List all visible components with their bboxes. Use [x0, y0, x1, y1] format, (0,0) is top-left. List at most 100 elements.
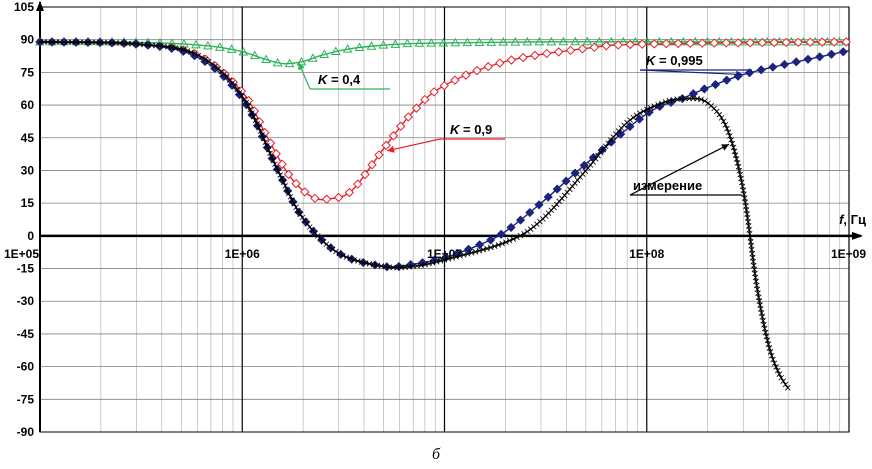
data-point — [252, 117, 259, 124]
x-tick-label: 1E+08 — [629, 247, 664, 261]
data-point — [85, 39, 91, 46]
data-point — [745, 37, 755, 48]
y-tick-label: -15 — [17, 262, 35, 276]
data-point — [65, 39, 71, 45]
data-point — [381, 140, 391, 151]
data-point — [649, 39, 659, 49]
data-point — [770, 356, 776, 363]
data-point — [600, 146, 606, 153]
x-axis-label: f, Гц — [839, 212, 866, 227]
data-point — [426, 38, 437, 47]
data-point — [284, 186, 290, 193]
data-point — [577, 44, 588, 54]
data-point — [202, 56, 209, 63]
data-point — [542, 48, 552, 59]
data-point — [321, 194, 332, 204]
data-point — [744, 68, 755, 78]
data-point — [329, 246, 336, 253]
data-point — [724, 125, 730, 132]
data-point — [199, 54, 205, 61]
data-point — [697, 38, 707, 48]
data-point — [234, 86, 241, 93]
data-point — [403, 112, 414, 122]
data-point — [326, 244, 333, 250]
phase-response-chart: 105 90 75 60 45 30 15 0 -15 -30 -45 -60 -75 -90 1E+05 1… — [4, 0, 866, 439]
data-point — [347, 255, 354, 262]
data-point — [297, 211, 303, 217]
data-point — [214, 42, 225, 51]
data-point — [472, 65, 482, 76]
series-label-text: K = 0,9 — [450, 122, 492, 137]
data-point — [625, 121, 635, 132]
data-point — [488, 244, 494, 251]
data-point — [282, 183, 289, 189]
data-point — [720, 118, 727, 125]
data-point — [525, 207, 535, 218]
data-point — [841, 37, 851, 47]
data-point — [227, 80, 237, 90]
data-point — [184, 48, 191, 54]
data-point — [769, 37, 779, 48]
data-point — [698, 96, 704, 103]
data-point — [307, 53, 318, 62]
data-point — [402, 38, 413, 48]
data-point — [838, 47, 848, 57]
data-point — [483, 61, 494, 72]
data-point — [480, 246, 486, 253]
data-point — [602, 143, 609, 150]
data-point — [592, 156, 599, 162]
data-point — [826, 49, 837, 59]
data-point — [633, 112, 640, 119]
series-label-text: K = 0,4 — [318, 72, 361, 87]
data-point — [395, 121, 406, 131]
data-point — [768, 352, 775, 359]
data-point — [272, 161, 278, 168]
data-point — [484, 245, 490, 252]
data-point — [662, 99, 669, 105]
data-point — [279, 175, 285, 182]
data-point — [518, 52, 528, 63]
series-label-2: K = 0,995 — [639, 53, 752, 78]
data-point — [506, 222, 516, 233]
data-point — [756, 65, 766, 75]
data-point — [462, 37, 473, 47]
y-tick-label: 0 — [27, 229, 34, 243]
data-point — [553, 47, 564, 57]
data-point — [558, 36, 569, 46]
data-point — [420, 94, 430, 105]
data-point — [642, 36, 653, 46]
label-arrowhead — [721, 144, 729, 151]
data-point — [53, 39, 59, 45]
data-point — [284, 58, 295, 68]
data-point — [296, 56, 307, 66]
data-point — [640, 108, 647, 115]
data-point — [634, 114, 644, 124]
data-point — [354, 42, 365, 51]
data-point — [272, 57, 283, 67]
data-point — [543, 192, 553, 202]
data-point — [710, 79, 721, 90]
data-point — [779, 59, 790, 70]
data-point — [534, 200, 544, 210]
data-point — [655, 101, 661, 108]
data-point — [360, 169, 370, 180]
data-point — [188, 49, 194, 55]
data-point — [271, 149, 281, 159]
data-point — [773, 364, 779, 370]
data-point — [699, 84, 709, 94]
data-point — [289, 197, 295, 204]
y-tick-label: -45 — [17, 327, 35, 341]
data-point — [69, 39, 75, 45]
data-point — [565, 45, 576, 56]
data-point — [287, 193, 294, 200]
annotations: K = 0,4 K = 0,9 K = 0,995 измерение — [298, 53, 752, 196]
data-point — [195, 52, 202, 59]
data-point — [319, 49, 330, 59]
data-point — [262, 139, 269, 146]
data-point — [259, 132, 265, 138]
data-point — [498, 37, 509, 46]
data-point — [239, 93, 245, 99]
data-point — [41, 39, 47, 45]
data-point — [496, 229, 506, 239]
data-point — [817, 37, 827, 47]
